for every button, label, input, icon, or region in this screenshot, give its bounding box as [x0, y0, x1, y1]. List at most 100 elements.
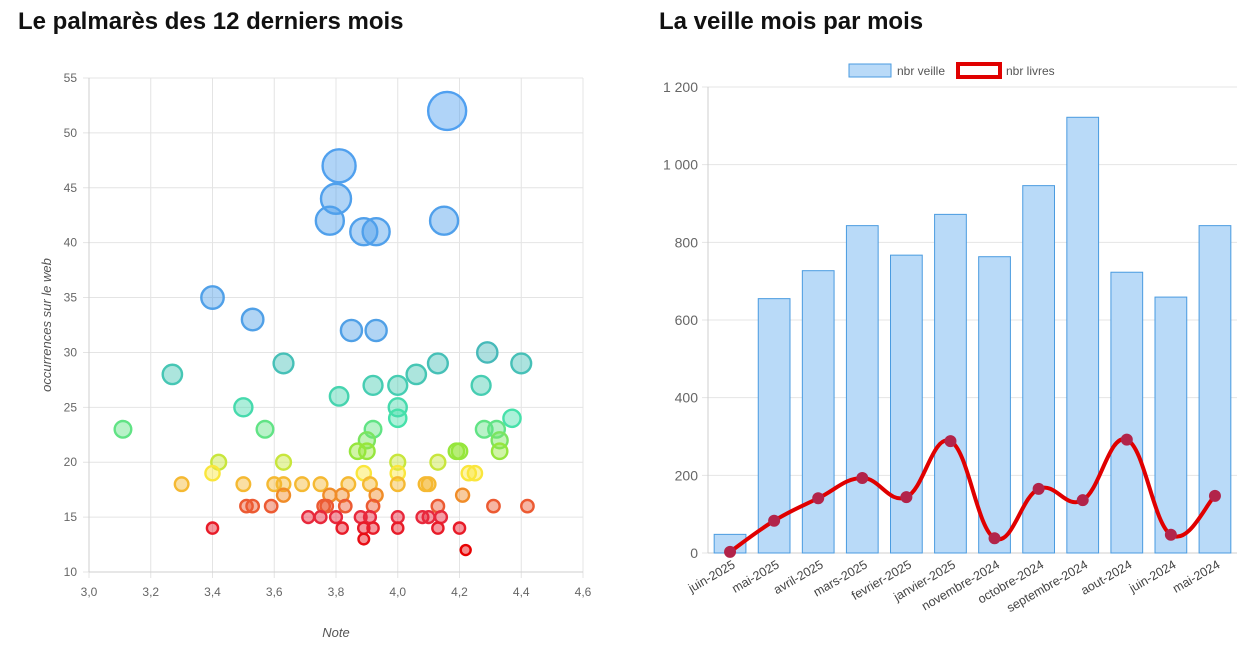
bar-y-tick: 200: [675, 467, 699, 483]
scatter-point: [390, 521, 405, 535]
scatter-point: [275, 487, 292, 503]
scatter-point: [235, 476, 252, 493]
legend-swatch-veille: [848, 63, 892, 78]
scatter-grid: [83, 77, 584, 578]
line-point: [1208, 489, 1221, 502]
bar-y-tick: 600: [675, 312, 699, 328]
bar-x-tick: aout-2024: [1079, 557, 1135, 597]
bar: [1198, 225, 1232, 554]
scatter-point: [390, 510, 405, 525]
legend-label-veille: nbr veille: [897, 64, 945, 78]
line-point: [1032, 482, 1045, 495]
bar-chart-legend[interactable]: nbr veille nbr livres: [848, 62, 1055, 79]
scatter-point: [233, 397, 254, 418]
bar: [1154, 296, 1188, 554]
scatter-point: [321, 148, 357, 184]
scatter-points: [113, 90, 535, 557]
scatter-x-tick: 4,0: [389, 585, 406, 599]
line-point: [1164, 528, 1177, 541]
scatter-x-axis-title: Note: [322, 625, 349, 640]
scatter-point: [205, 521, 220, 535]
scatter-point: [486, 498, 501, 514]
scatter-x-tick: 4,2: [451, 585, 468, 599]
bar-x-tick: septembre-2024: [1004, 557, 1090, 615]
scatter-point: [348, 442, 367, 461]
scatter-x-tick: 3,4: [204, 585, 221, 599]
bar-y-tick: 1 200: [663, 79, 698, 95]
scatter-point: [520, 498, 535, 514]
scatter-point: [263, 498, 279, 514]
legend-label-livres: nbr livres: [1006, 64, 1055, 78]
scatter-x-tick: 4,4: [513, 585, 530, 599]
bar-y-tick: 800: [675, 234, 699, 250]
scatter-point: [275, 476, 292, 493]
scatter-point: [387, 374, 409, 397]
right-chart-title: La veille mois par mois: [659, 8, 924, 35]
scatter-point: [335, 521, 349, 535]
scatter-point: [314, 205, 346, 236]
scatter-point: [312, 476, 329, 493]
scatter-point: [255, 419, 275, 439]
scatter-point: [426, 352, 449, 375]
scatter-point: [113, 419, 133, 439]
scatter-point: [361, 216, 391, 247]
scatter-tick-labels: 3,0 3,2 3,4 3,6 3,8 4,0 4,2 4,4 4,6 10 15 20 25 30 35 4…: [64, 71, 592, 599]
scatter-point: [272, 352, 295, 375]
scatter-point: [294, 476, 311, 493]
line-point: [724, 545, 737, 558]
scatter-point: [389, 476, 406, 493]
scatter-y-tick: 10: [64, 565, 78, 579]
bar: [890, 254, 923, 554]
scatter-point: [357, 532, 371, 546]
line-point: [1120, 433, 1133, 446]
scatter-point: [502, 408, 522, 429]
scatter-point: [431, 521, 445, 535]
scatter-point: [200, 285, 225, 310]
line-point: [856, 472, 869, 485]
scatter-point: [405, 363, 428, 386]
scatter-point: [161, 363, 184, 386]
scatter-point: [313, 510, 328, 525]
scatter-point: [470, 374, 492, 397]
scatter-y-tick: 20: [64, 455, 78, 469]
scatter-y-tick: 50: [64, 126, 78, 140]
bar: [801, 270, 835, 554]
scatter-point: [353, 510, 368, 525]
scatter-y-axis-title: occurrences sur le web: [39, 258, 54, 392]
scatter-y-tick: 45: [64, 181, 78, 195]
scatter-x-tick: 3,0: [81, 585, 98, 599]
scatter-y-tick: 35: [64, 291, 78, 305]
scatter-x-tick: 3,6: [266, 585, 283, 599]
scatter-point: [364, 318, 388, 343]
scatter-point: [337, 498, 353, 514]
scatter-point: [366, 521, 380, 535]
scatter-point: [459, 543, 472, 557]
scatter-y-tick: 55: [64, 71, 78, 85]
bar-x-tick: juin-2025: [685, 557, 737, 595]
scatter-y-tick: 40: [64, 236, 78, 250]
scatter-point: [450, 442, 469, 461]
bar-y-tick: 0: [690, 545, 698, 561]
bar: [934, 213, 967, 554]
scatter-point: [328, 510, 344, 525]
scatter-point: [204, 464, 221, 482]
scatter-point: [421, 510, 436, 525]
bar-grid: [702, 86, 1237, 554]
scatter-point: [389, 464, 407, 482]
line-point: [988, 532, 1001, 545]
scatter-y-tick: 25: [64, 400, 78, 414]
scatter-point: [433, 510, 449, 525]
scatter-point: [319, 498, 335, 514]
scatter-point: [490, 442, 509, 461]
line-series: [724, 433, 1221, 558]
scatter-x-tick: 3,8: [328, 585, 345, 599]
scatter-x-tick: 4,6: [575, 585, 592, 599]
bar-series: [713, 116, 1232, 554]
legend-swatch-livres: [956, 62, 1002, 79]
bar-x-tick: mai-2024: [1170, 557, 1222, 595]
scatter-point: [173, 476, 190, 493]
left-chart-title: Le palmarès des 12 derniers mois: [18, 8, 404, 35]
scatter-x-tick: 3,2: [142, 585, 159, 599]
bar: [845, 225, 879, 554]
